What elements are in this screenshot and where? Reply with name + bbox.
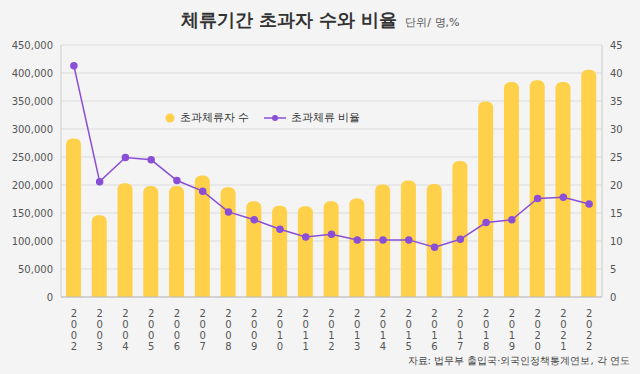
svg-text:0: 0 xyxy=(610,292,616,303)
svg-text:2002: 2002 xyxy=(71,308,77,352)
svg-text:20: 20 xyxy=(610,180,623,191)
svg-text:2019: 2019 xyxy=(509,308,515,352)
svg-text:2008: 2008 xyxy=(225,308,231,352)
svg-text:2018: 2018 xyxy=(483,308,489,352)
svg-text:2014: 2014 xyxy=(380,308,386,352)
svg-text:2011: 2011 xyxy=(303,308,309,352)
svg-text:2017: 2017 xyxy=(457,308,463,352)
svg-text:40: 40 xyxy=(610,68,623,79)
svg-text:2009: 2009 xyxy=(251,308,257,352)
svg-text:15: 15 xyxy=(610,208,623,219)
svg-text:250,000: 250,000 xyxy=(12,152,53,163)
html-text:체류기간 초과자 수와 비율 단위/ 명,%: 체류기간 초과자 수와 비율 단위/ 명,% xyxy=(180,9,460,30)
svg-text:2007: 2007 xyxy=(200,308,206,352)
svg-text:2015: 2015 xyxy=(406,308,412,352)
svg-text:400,000: 400,000 xyxy=(12,68,53,79)
html-text:자료: 법무부 출입국·외국인정책통계연보, 각 연도: 자료: 법무부 출입국·외국인정책통계연보, 각 연도 xyxy=(407,355,630,366)
svg-text:150,000: 150,000 xyxy=(12,208,53,219)
svg-text:2013: 2013 xyxy=(354,308,360,352)
svg-text:2004: 2004 xyxy=(122,308,128,352)
svg-text:2021: 2021 xyxy=(560,308,566,352)
svg-text:450,000: 450,000 xyxy=(12,40,53,51)
html-text:초과체류 비율: 초과체류 비율 xyxy=(290,111,360,124)
svg-text:10: 10 xyxy=(610,236,623,247)
svg-text:200,000: 200,000 xyxy=(12,180,53,191)
svg-text:350,000: 350,000 xyxy=(12,96,53,107)
svg-text:45: 45 xyxy=(610,40,623,51)
svg-text:2022: 2022 xyxy=(586,308,592,352)
svg-text:2012: 2012 xyxy=(328,308,334,352)
svg-text:35: 35 xyxy=(610,96,623,107)
svg-text:30: 30 xyxy=(610,124,623,135)
svg-text:2020: 2020 xyxy=(534,308,540,352)
svg-text:2010: 2010 xyxy=(277,308,283,352)
svg-text:2005: 2005 xyxy=(148,308,154,352)
svg-text:50,000: 50,000 xyxy=(18,264,53,275)
svg-text:5: 5 xyxy=(610,264,616,275)
svg-text:25: 25 xyxy=(610,152,623,163)
svg-text:300,000: 300,000 xyxy=(12,124,53,135)
svg-text:0: 0 xyxy=(47,292,53,303)
svg-text:100,000: 100,000 xyxy=(12,236,53,247)
svg-text:2016: 2016 xyxy=(431,308,437,352)
html-text:초과체류자 수: 초과체류자 수 xyxy=(180,111,250,124)
svg-text:2003: 2003 xyxy=(96,308,102,352)
svg-text:2006: 2006 xyxy=(174,308,180,352)
